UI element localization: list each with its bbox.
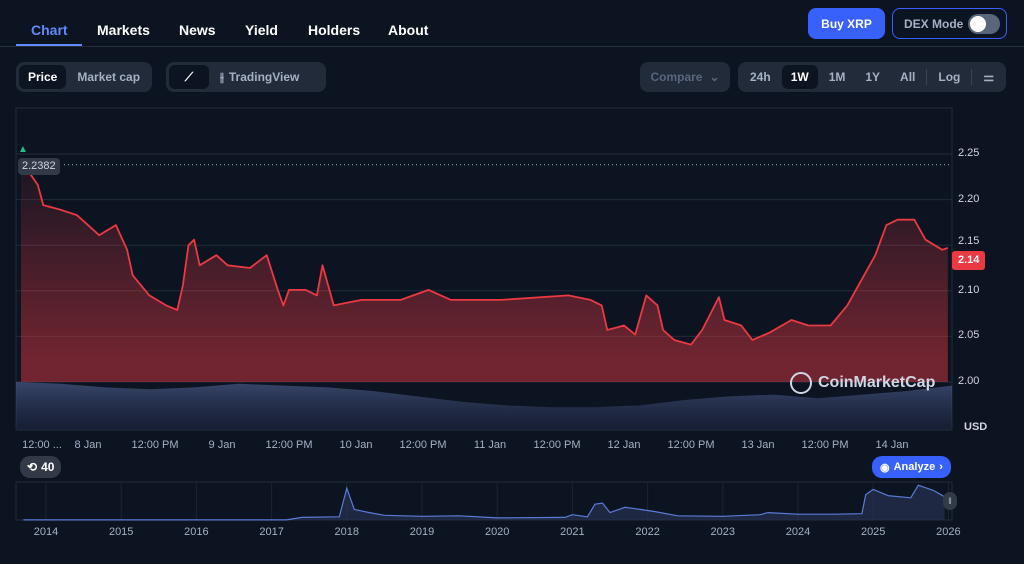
navigator-year-label: 2020 bbox=[484, 526, 510, 538]
settings-button[interactable]: ⚌ bbox=[974, 65, 1003, 89]
x-tick-label: 12:00 PM bbox=[265, 439, 313, 451]
x-tick-label: 12:00 ... bbox=[22, 439, 62, 451]
range-1w[interactable]: 1W bbox=[781, 65, 818, 89]
sliders-icon: ⚌ bbox=[983, 70, 995, 84]
navigator-year-label: 2015 bbox=[108, 526, 134, 538]
dex-mode-label: DEX Mode bbox=[904, 16, 964, 31]
coinmarketcap-watermark: CoinMarketCap bbox=[790, 372, 935, 394]
navigator-year-label: 2019 bbox=[409, 526, 435, 538]
high-marker-icon: ▲ bbox=[18, 144, 28, 155]
price-area bbox=[21, 160, 948, 382]
range-24h[interactable]: 24h bbox=[750, 70, 771, 84]
tradingview-button[interactable]: ⫲ TradingView bbox=[211, 65, 308, 89]
navigator-year-label: 2021 bbox=[560, 526, 585, 538]
x-tick-label: 12:00 PM bbox=[667, 439, 715, 451]
compare-dropdown[interactable]: Compare ⌄ bbox=[640, 62, 730, 92]
tab-markets[interactable]: Markets bbox=[97, 22, 150, 38]
dex-mode-toggle[interactable] bbox=[968, 14, 1000, 34]
tab-about[interactable]: About bbox=[388, 22, 429, 38]
x-tick-label: 9 Jan bbox=[208, 439, 236, 451]
history-icon: ⟲ bbox=[27, 460, 38, 474]
tab-news[interactable]: News bbox=[179, 22, 216, 38]
history-badge[interactable]: ⟲ 40 bbox=[20, 456, 62, 478]
tradingview-label: TradingView bbox=[228, 70, 300, 84]
navigator-year-label: 2026 bbox=[936, 526, 961, 538]
x-tick-label: 12 Jan bbox=[607, 439, 641, 451]
line-chart-icon: ⟋ bbox=[184, 69, 194, 84]
chevron-right-icon: › bbox=[939, 461, 943, 473]
x-tick-label: 12:00 PM bbox=[399, 439, 447, 451]
chart-type-switch: ⟋ ⫲ TradingView bbox=[166, 62, 326, 92]
x-tick-label: 13 Jan bbox=[741, 439, 775, 451]
range-1y[interactable]: 1Y bbox=[865, 70, 881, 84]
x-tick-label: 14 Jan bbox=[875, 439, 909, 451]
divider bbox=[0, 46, 1024, 47]
market-cap-button[interactable]: Market cap bbox=[77, 70, 141, 84]
divider bbox=[926, 69, 928, 85]
chevron-down-icon: ⌄ bbox=[709, 70, 720, 84]
navigator-handle[interactable]: ǁ bbox=[943, 492, 957, 510]
price-button[interactable]: Price bbox=[19, 65, 67, 89]
navigator-line bbox=[23, 484, 945, 521]
x-tick-label: 12:00 PM bbox=[801, 439, 849, 451]
line-chart-button[interactable]: ⟋ bbox=[169, 65, 209, 89]
navigator-area bbox=[23, 485, 945, 520]
dex-mode-button[interactable]: DEX Mode bbox=[892, 8, 1007, 39]
log-button[interactable]: Log bbox=[938, 70, 961, 84]
navigator-year-label: 2022 bbox=[635, 526, 660, 538]
current-price-label: 2.14 bbox=[952, 251, 986, 270]
y-tick-label: 2.00 bbox=[958, 375, 980, 387]
range-selector: 24h 1W 1M 1Y All Log ⚌ bbox=[738, 62, 1007, 92]
analyze-button[interactable]: ◉ Analyze › bbox=[872, 456, 951, 478]
high-price-label: 2.2382 bbox=[18, 158, 60, 175]
x-tick-label: 12:00 PM bbox=[533, 439, 581, 451]
navigator-year-label: 2023 bbox=[710, 526, 736, 538]
navigator-year-label: 2024 bbox=[785, 526, 811, 538]
price-marketcap-switch: Price Market cap bbox=[16, 62, 153, 92]
navigator-year-label: 2025 bbox=[860, 526, 886, 538]
active-tab-indicator bbox=[16, 44, 82, 46]
x-tick-label: 11 Jan bbox=[473, 439, 507, 451]
tab-holders[interactable]: Holders bbox=[308, 22, 361, 38]
navigator-year-label: 2014 bbox=[33, 526, 59, 538]
y-tick-label: 2.25 bbox=[958, 147, 980, 159]
price-line bbox=[20, 159, 949, 346]
x-tick-label: 10 Jan bbox=[339, 439, 373, 451]
currency-label: USD bbox=[964, 421, 988, 433]
tab-yield[interactable]: Yield bbox=[245, 22, 278, 38]
y-tick-label: 2.05 bbox=[958, 329, 980, 342]
candles-icon: ⫲ bbox=[220, 69, 224, 84]
range-all[interactable]: All bbox=[900, 70, 916, 84]
y-tick-label: 2.20 bbox=[958, 192, 980, 205]
cmc-logo-icon bbox=[790, 372, 812, 394]
tab-chart[interactable]: Chart bbox=[31, 22, 68, 38]
buy-xrp-button[interactable]: Buy XRP bbox=[808, 8, 885, 39]
ai-icon: ◉ bbox=[880, 461, 890, 474]
navigator-year-label: 2017 bbox=[259, 526, 284, 538]
y-tick-label: 2.15 bbox=[958, 235, 980, 248]
navigator-year-label: 2018 bbox=[334, 526, 360, 538]
x-tick-label: 12:00 PM bbox=[131, 439, 179, 451]
compare-label: Compare bbox=[650, 70, 703, 84]
divider bbox=[971, 69, 973, 85]
y-tick-label: 2.10 bbox=[958, 283, 980, 296]
range-1m[interactable]: 1M bbox=[828, 70, 846, 84]
volume-area bbox=[16, 382, 952, 430]
navigator-year-label: 2016 bbox=[184, 526, 209, 538]
x-tick-label: 8 Jan bbox=[74, 439, 102, 451]
